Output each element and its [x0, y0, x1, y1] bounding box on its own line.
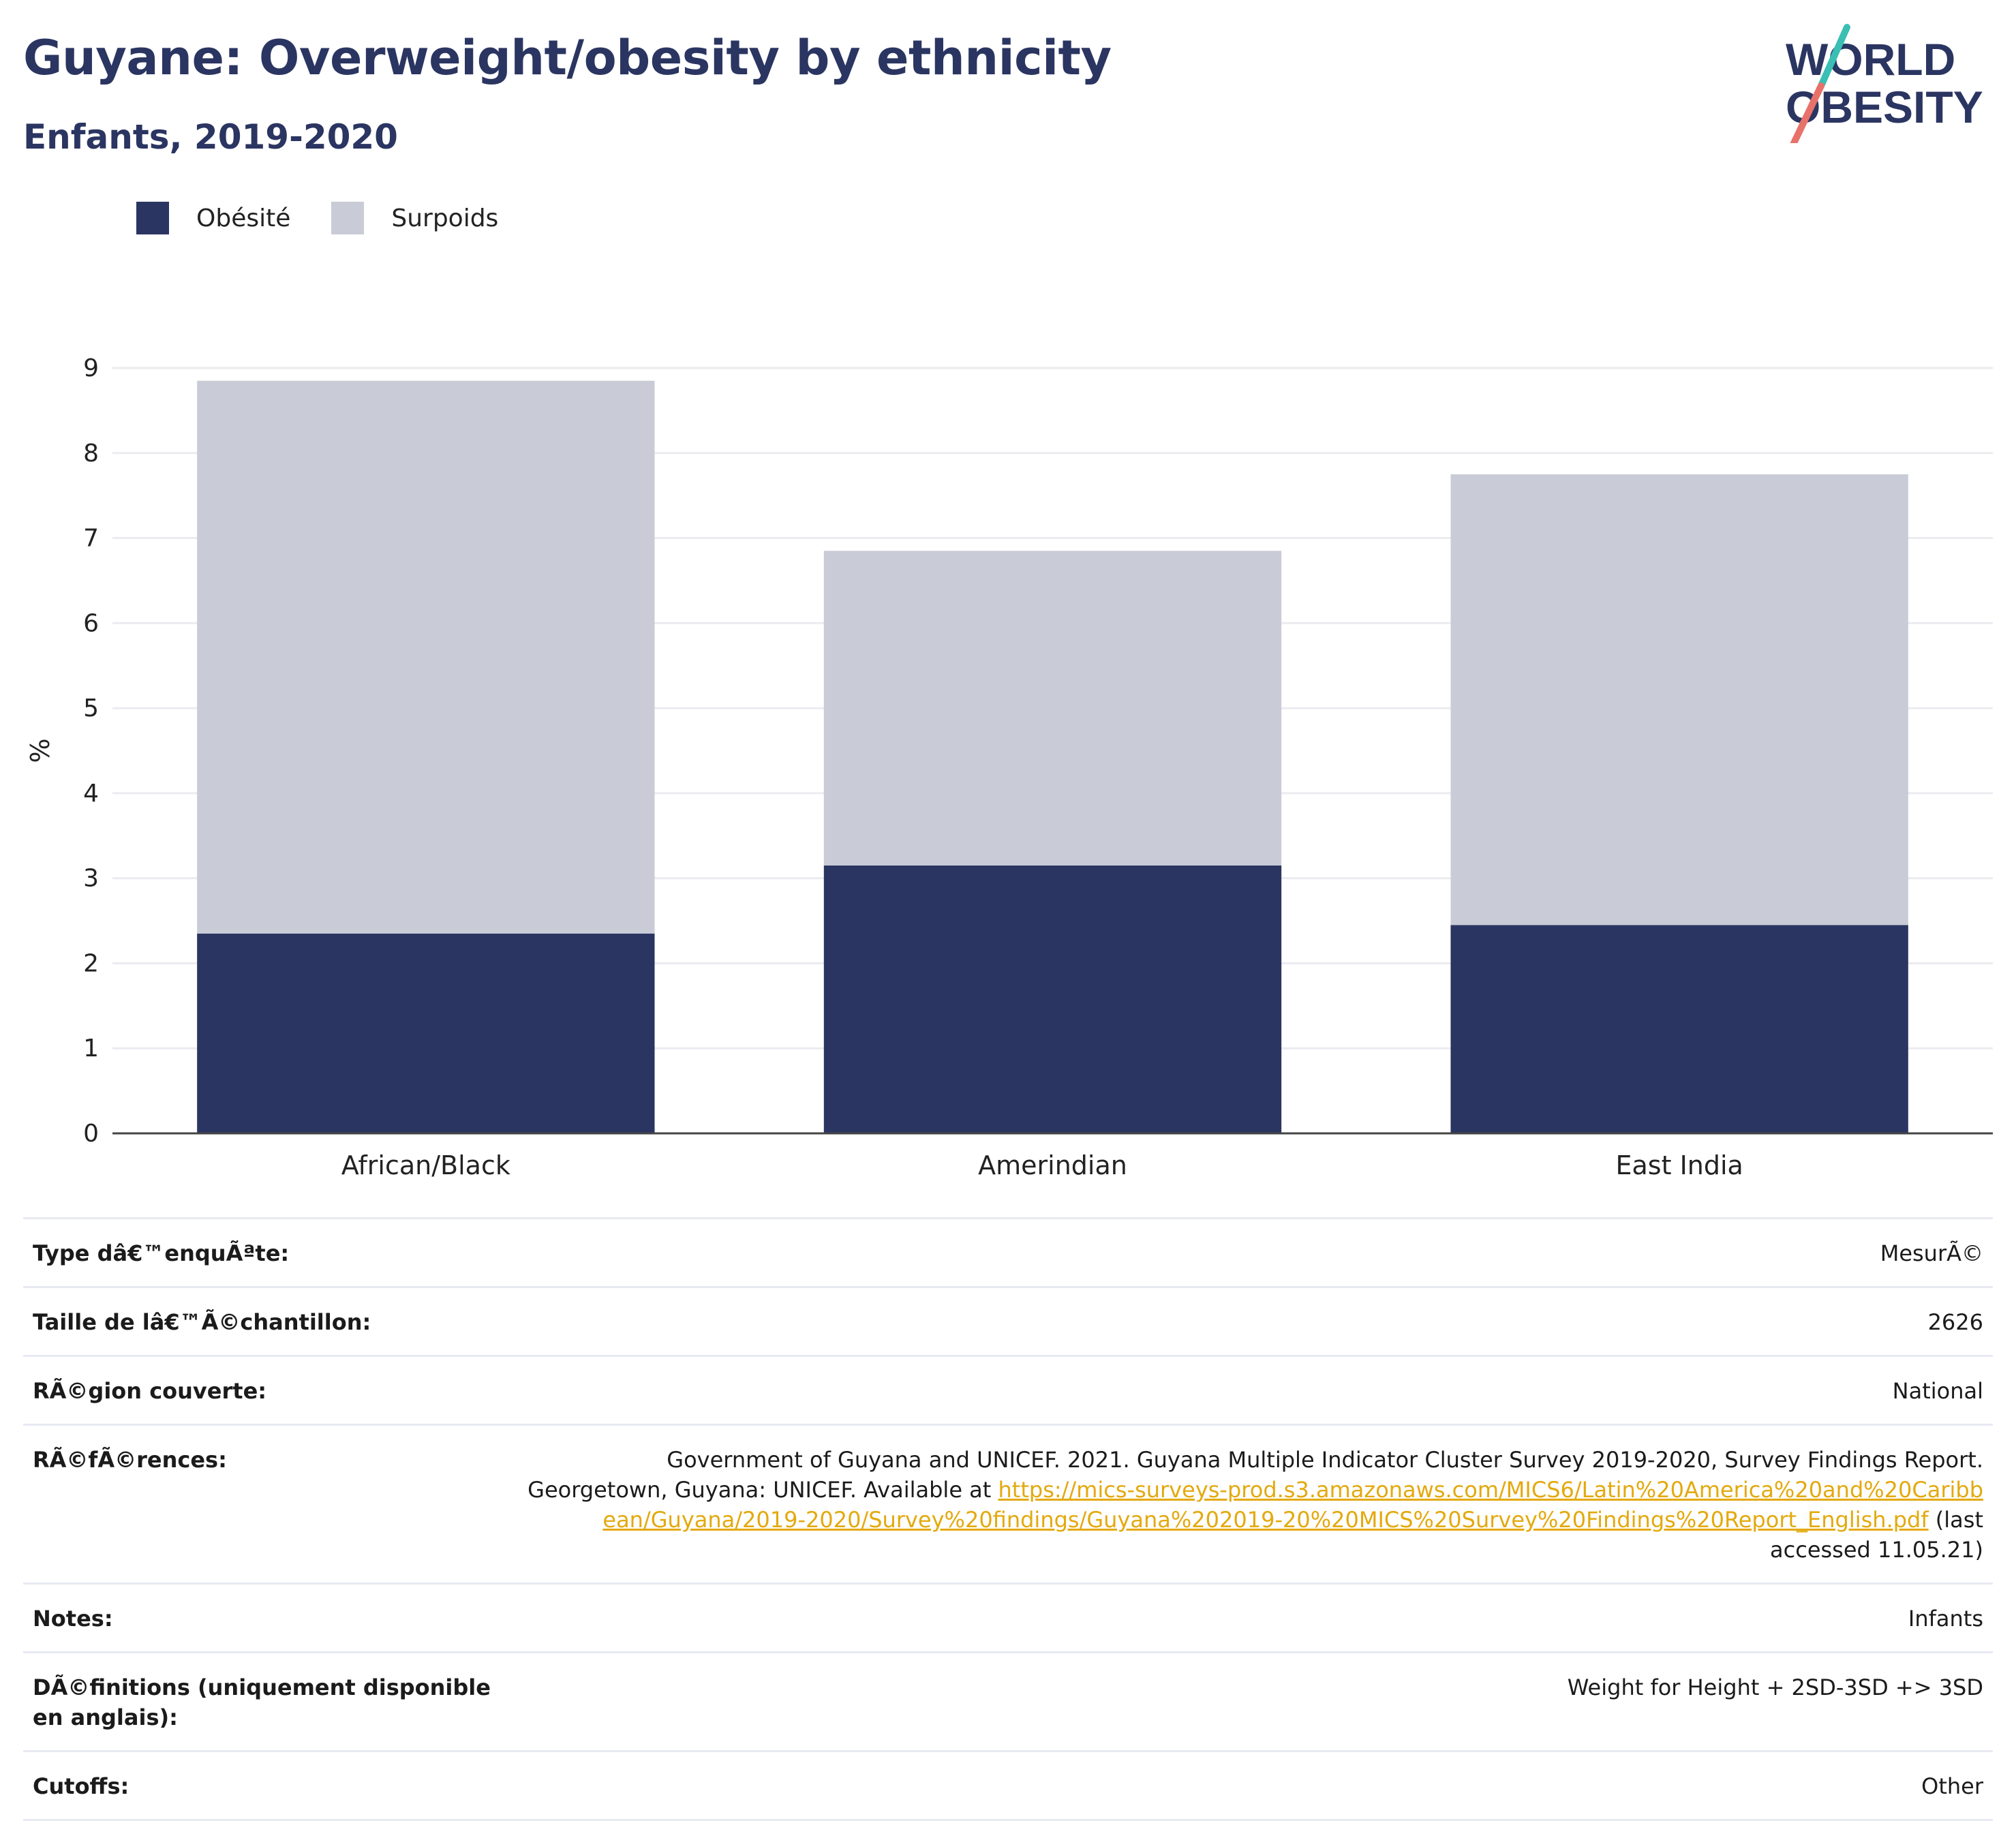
metadata-row: Type dâ€™enquÃªte: MesurÃ©	[23, 1217, 1993, 1286]
y-tick-label: 3	[83, 865, 99, 893]
metadata-value: Government of Guyana and UNICEF. 2021. G…	[525, 1445, 1983, 1565]
y-tick-label: 0	[83, 1120, 99, 1148]
reference-suffix: (last accessed 11.05.21)	[1770, 1507, 1983, 1563]
legend-swatch-surpoids	[331, 202, 365, 234]
bar-surpoids-amerindian[interactable]	[823, 551, 1282, 866]
y-tick-label: 9	[83, 354, 99, 382]
y-tick-label: 2	[83, 949, 99, 977]
metadata-row: RÃ©gion couverte: National	[23, 1355, 1993, 1424]
metadata-row: Cutoffs: Other	[23, 1750, 1993, 1821]
legend-item-surpoids[interactable]: Surpoids	[331, 202, 498, 234]
metadata-label: RÃ©gion couverte:	[33, 1378, 267, 1404]
bar-surpoids-east-india[interactable]	[1450, 474, 1908, 925]
y-tick-label: 5	[83, 694, 99, 722]
bar-obesite-amerindian[interactable]	[823, 865, 1282, 1133]
metadata-table: Type dâ€™enquÃªte: MesurÃ© Taille de lâ€™Ã…	[23, 1217, 1993, 1821]
metadata-label: Type dâ€™enquÃªte:	[33, 1240, 290, 1266]
y-tick-label: 4	[83, 780, 99, 808]
x-tick-label: East India	[1616, 1150, 1743, 1179]
metadata-label: Cutoffs:	[33, 1773, 129, 1799]
world-obesity-logo: WORLD OBESITY	[1786, 24, 1983, 143]
metadata-row: Taille de lâ€™Ã©chantillon: 2626	[23, 1286, 1993, 1355]
legend-label-surpoids: Surpoids	[391, 204, 499, 232]
chart-legend: Obésité Surpoids	[136, 202, 539, 234]
chart-subtitle: Enfants, 2019-2020	[23, 117, 398, 157]
chart-title: Guyane: Overweight/obesity by ethnicity	[23, 30, 1112, 86]
legend-swatch-obesite	[136, 202, 169, 234]
metadata-value: National	[1892, 1378, 1983, 1404]
svg-text:OBESITY: OBESITY	[1786, 82, 1983, 132]
metadata-value: Other	[1921, 1773, 1983, 1799]
legend-item-obesite[interactable]: Obésité	[136, 202, 290, 234]
y-axis-label: %	[25, 738, 55, 763]
metadata-row: Notes: Infants	[23, 1582, 1993, 1651]
bar-surpoids-african-black[interactable]	[197, 380, 655, 934]
metadata-label: DÃ©finitions (uniquement disponible en a…	[33, 1674, 491, 1730]
metadata-label: RÃ©fÃ©rences:	[33, 1447, 227, 1473]
metadata-value: Weight for Height + 2SD-3SD +> 3SD	[1567, 1674, 1983, 1700]
metadata-value: Infants	[1908, 1606, 1983, 1632]
metadata-label: Notes:	[33, 1606, 113, 1632]
y-tick-label: 7	[83, 525, 99, 553]
bar-obesite-east-india[interactable]	[1450, 925, 1908, 1133]
metadata-row: RÃ©fÃ©rences: Government of Guyana and UN…	[23, 1424, 1993, 1582]
metadata-value: MesurÃ©	[1880, 1240, 1983, 1266]
y-tick-label: 8	[83, 440, 99, 468]
stacked-bar-chart: 0 1 2 3 4 5 6 7 8 9% African/Black Amerindian East I…	[25, 354, 1993, 1179]
metadata-row: DÃ©finitions (uniquement disponible en a…	[23, 1651, 1993, 1750]
legend-label-obesite: Obésité	[196, 204, 291, 232]
y-tick-label: 1	[83, 1035, 99, 1062]
svg-text:WORLD: WORLD	[1786, 34, 1955, 85]
metadata-label: Taille de lâ€™Ã©chantillon:	[33, 1309, 371, 1335]
metadata-value: 2626	[1927, 1309, 1983, 1335]
x-tick-label: Amerindian	[978, 1150, 1127, 1179]
reference-link[interactable]: https://mics-surveys-prod.s3.amazonaws.c…	[602, 1477, 1983, 1533]
bar-obesite-african-black[interactable]	[197, 933, 655, 1133]
reference-text: Government of Guyana and UNICEF. 2021. G…	[528, 1447, 1983, 1503]
x-tick-label: African/Black	[341, 1150, 510, 1179]
y-tick-label: 6	[83, 609, 99, 637]
